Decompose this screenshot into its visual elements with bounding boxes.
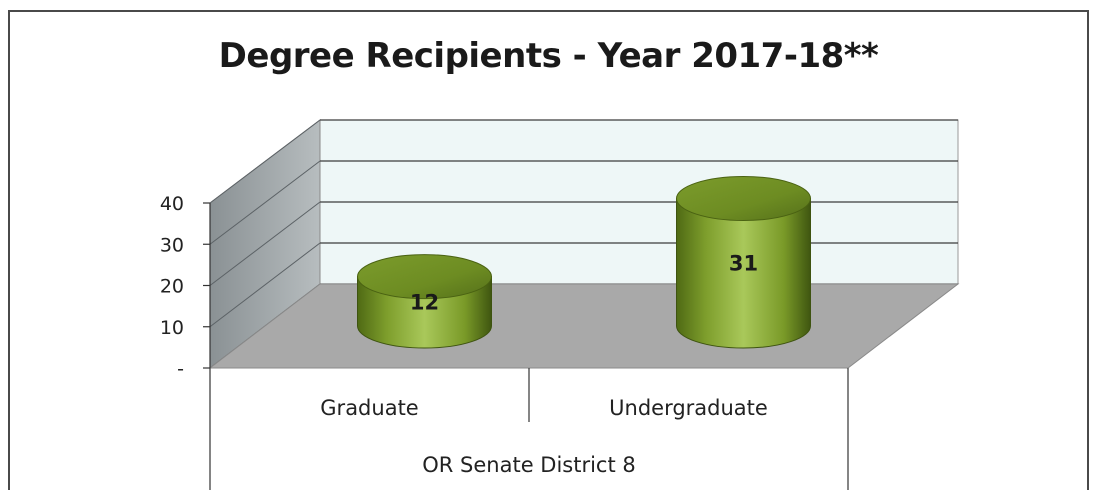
x-tick-label: Undergraduate — [609, 396, 768, 420]
y-tick-label: - — [177, 358, 184, 380]
y-tick-label: 30 — [160, 234, 184, 256]
bar-body — [676, 198, 811, 349]
chart-title: Degree Recipients - Year 2017-18** — [218, 36, 879, 76]
bar-undergraduate — [676, 176, 811, 349]
y-tick-label: 20 — [160, 276, 184, 298]
gridline-side — [209, 160, 321, 245]
gridline-side — [209, 242, 321, 328]
bar-top — [676, 176, 811, 222]
x-tick-label: Graduate — [320, 396, 418, 420]
chart-frame — [8, 10, 1089, 490]
gridline-side — [209, 201, 321, 286]
bar-top — [357, 254, 492, 300]
gridline-side — [209, 119, 321, 204]
y-tick-label: 40 — [160, 193, 184, 215]
bar-graduate — [357, 254, 492, 349]
data-label: 12 — [410, 290, 439, 314]
x-group-label: OR Senate District 8 — [422, 453, 636, 477]
chart-floor — [208, 283, 960, 369]
y-tick-label: 10 — [160, 317, 184, 339]
data-label: 31 — [729, 251, 758, 275]
